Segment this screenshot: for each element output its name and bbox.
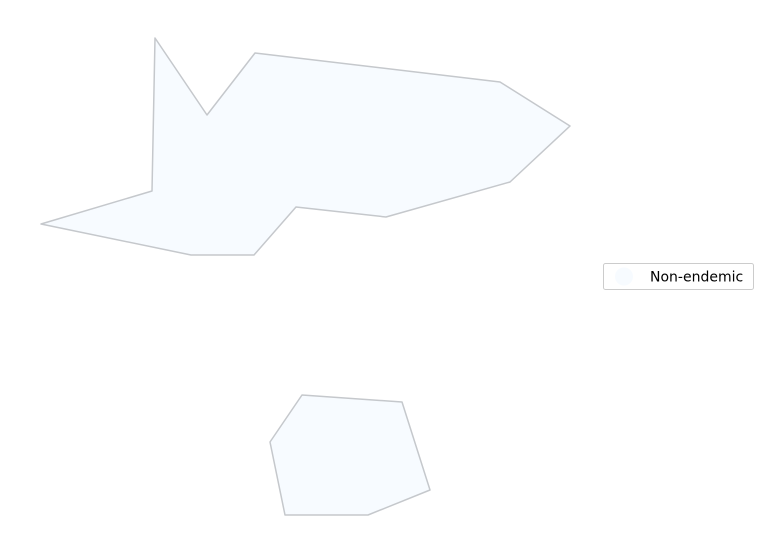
legend-swatch-non-endemic — [615, 267, 633, 286]
legend-label-non-endemic: Non-endemic — [650, 270, 743, 286]
map-region-south[interactable] — [269, 394, 431, 516]
map-regions — [40, 37, 571, 516]
map-region-north[interactable] — [40, 37, 571, 256]
legend-frame — [603, 263, 754, 290]
map-legend: Non-endemic — [603, 263, 754, 290]
